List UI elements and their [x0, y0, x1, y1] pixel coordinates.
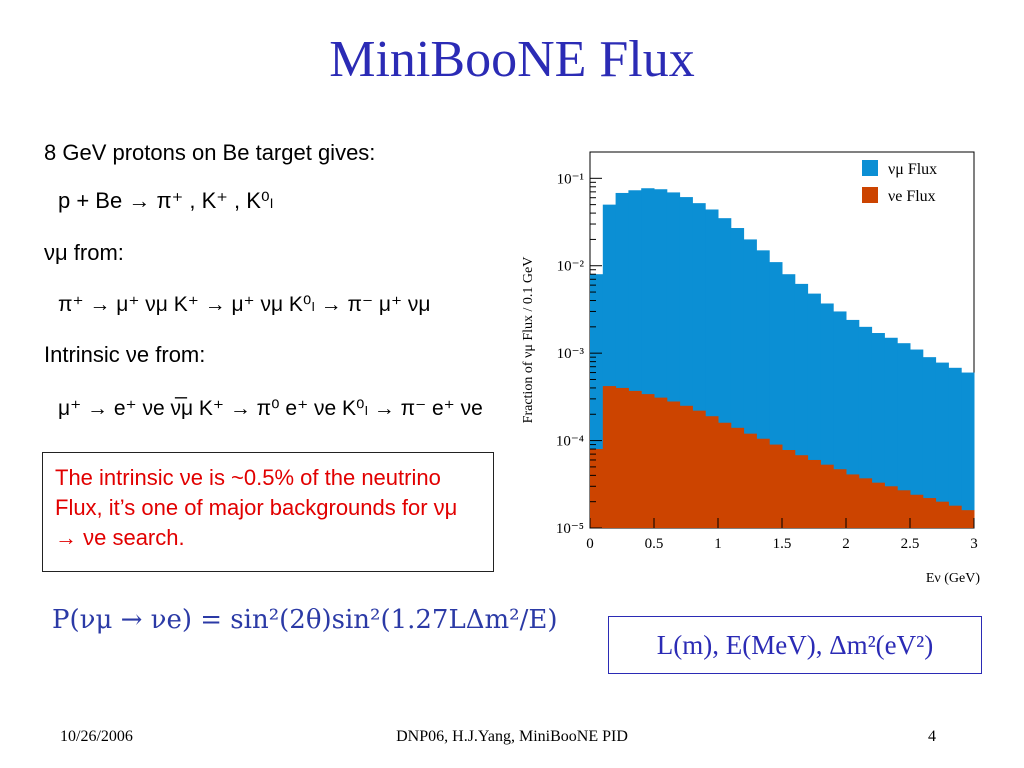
units-box: L(m), E(MeV), Δm²(eV²)	[608, 616, 982, 674]
numu-bar	[961, 372, 975, 528]
x-tick-label: 2	[842, 536, 850, 552]
nue-heading: Intrinsic νe from:	[44, 342, 206, 367]
x-tick-label: 1.5	[773, 536, 792, 552]
nue-bar	[935, 501, 949, 528]
numu-bar	[897, 343, 911, 528]
nue-bar	[692, 410, 706, 528]
nue-bar	[794, 455, 809, 528]
y-tick-label: 10⁻³	[557, 346, 585, 362]
nue-bar	[833, 469, 847, 528]
legend-label-numu: νμ Flux	[888, 161, 937, 178]
y-tick-label: 10⁻⁴	[556, 434, 584, 450]
numu-bar	[948, 367, 962, 528]
oscillation-formula: P(νμ → νe) = sin²(2θ)sin²(1.27LΔm²/E)	[52, 605, 558, 635]
intro-line: 8 GeV protons on Be target gives:	[44, 140, 376, 165]
nue-bar	[743, 433, 757, 528]
nue-bar	[666, 401, 681, 528]
footer-page: 4	[928, 728, 936, 745]
x-tick-label: 3	[970, 536, 978, 552]
numu-bar	[935, 362, 949, 528]
numu-heading: νμ from:	[44, 240, 124, 265]
x-tick-label: 0	[586, 536, 594, 552]
nue-bar	[858, 478, 873, 528]
nue-bar	[948, 505, 962, 528]
axis-ticks: 0 0.5 1 1.5 2 2.5 3 10⁻⁵ 10⁻⁴ 10⁻³ 10⁻² 10⁻¹	[556, 171, 978, 552]
nue-bar	[871, 482, 885, 528]
slide-title: MiniBooNE Flux	[329, 31, 695, 88]
y-tick-label: 10⁻²	[557, 259, 585, 275]
numu-bar	[858, 326, 873, 528]
nue-bar	[654, 397, 668, 528]
nue-bar	[628, 390, 642, 528]
legend-label-nue: νe Flux	[888, 188, 936, 205]
nue-bar	[705, 416, 719, 528]
numu-bar	[871, 333, 885, 528]
nue-bar	[884, 486, 898, 528]
nue-bar	[730, 427, 745, 528]
nue-bar	[846, 474, 860, 528]
numu-bar	[922, 357, 937, 528]
x-tick-label: 1	[714, 536, 722, 552]
nue-bar	[615, 387, 629, 528]
y-tick-label: 10⁻¹	[557, 171, 584, 187]
x-axis-label: Eν (GeV)	[926, 571, 980, 586]
y-axis-label: Fraction of νμ Flux / 0.1 GeV	[521, 257, 536, 424]
x-tick-label: 0.5	[645, 536, 664, 552]
nue-bar	[602, 386, 617, 528]
nue-bar	[820, 464, 834, 528]
x-tick-label: 2.5	[901, 536, 920, 552]
numu-bar	[910, 349, 924, 528]
nue-bar	[641, 394, 655, 528]
footer-center: DNP06, H.J.Yang, MiniBooNE PID	[396, 728, 628, 745]
nue-decays: μ⁺ → e⁺ νe ν̅μ K⁺ → π⁰ e⁺ νe K⁰ₗ → π⁻ e⁺…	[58, 397, 483, 420]
nue-bar	[756, 438, 770, 528]
note-text: The intrinsic νe is ~0.5% of the neutrin…	[55, 465, 458, 550]
nue-bar	[910, 494, 924, 528]
nue-bar	[922, 498, 937, 528]
nue-bar	[782, 450, 796, 528]
nue-bar	[769, 444, 783, 528]
legend-swatch-nue	[862, 187, 878, 203]
nue-bar	[961, 510, 975, 528]
nue-bar	[590, 449, 604, 528]
nue-bar	[718, 422, 732, 528]
reaction-line: p + Be → π⁺ , K⁺ , K⁰ₗ	[58, 188, 274, 213]
y-tick-label: 10⁻⁵	[556, 521, 584, 537]
nue-bar	[897, 490, 911, 528]
legend: νμ Flux νe Flux	[862, 160, 937, 205]
flux-chart: 0 0.5 1 1.5 2 2.5 3 10⁻⁵ 10⁻⁴ 10⁻³ 10⁻² 10⁻¹ νμ Flu…	[521, 151, 980, 586]
nue-bar	[679, 405, 693, 528]
nue-bars	[590, 386, 975, 528]
numu-decays: π⁺ → μ⁺ νμ K⁺ → μ⁺ νμ K⁰ₗ → π⁻ μ⁺ νμ	[58, 293, 431, 316]
note-box: The intrinsic νe is ~0.5% of the neutrin…	[42, 452, 494, 572]
numu-bar	[884, 337, 898, 528]
nue-bar	[807, 459, 821, 528]
legend-swatch-numu	[862, 160, 878, 176]
footer-date: 10/26/2006	[60, 728, 133, 745]
